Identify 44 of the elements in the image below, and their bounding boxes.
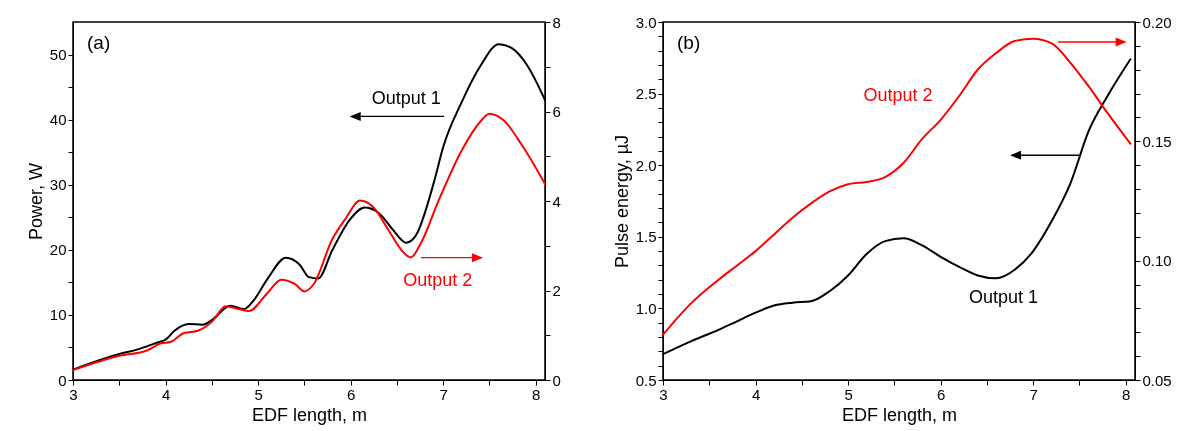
x-axis-title: EDF length, m [841,404,958,425]
y2-tick-label: 4 [552,192,561,210]
y2-tick-label: 0.10 [1142,252,1172,270]
y2-tick-label: 0.20 [1142,13,1172,31]
y-tick-label: 20 [49,241,67,259]
y-tick-label: 10 [49,306,67,324]
y2-tick-label: 2 [552,282,561,299]
series-label: Output 2 [863,85,933,106]
x-tick-label: 8 [1122,385,1131,403]
x-tick-label: 7 [1029,385,1038,403]
annotation: (a) [87,32,111,53]
line-series [72,112,546,372]
y-axis-title: Pulse energy, µJ [611,134,632,269]
y-tick-label: 2.0 [635,156,657,174]
x-tick-label: 6 [346,385,356,403]
x-tick-label: 4 [161,385,171,403]
x-tick-label: 7 [439,385,448,403]
legend-label: Output 2 [403,270,473,291]
series-label: Output 1 [371,87,441,108]
x-tick-label: 5 [844,385,853,403]
y-tick-label: 40 [49,111,67,129]
y2-tick-label: 0 [552,371,561,389]
x-tick-label: 3 [659,385,668,403]
y2-tick-label: 8 [552,13,561,31]
x-axis-title: EDF length, m [251,404,368,425]
x-tick-label: 8 [532,385,541,403]
y-tick-label: 50 [49,46,67,64]
x-tick-label: 6 [936,385,946,403]
x-tick-label: 4 [751,385,761,403]
y-axis-title: Power, W [25,162,46,241]
annotation: (b) [677,32,701,53]
y-tick-label: 1.5 [635,228,657,246]
x-tick-label: 5 [254,385,263,403]
x-tick-label: 3 [69,385,78,403]
series-label: Output 1 [969,287,1039,308]
y-tick-label: 3.0 [635,13,657,31]
y-tick-label: 0 [58,371,67,389]
y2-tick-label: 0.15 [1142,132,1172,150]
y-tick-label: 1.0 [635,299,657,317]
y-tick-label: 30 [49,176,67,194]
y2-tick-label: 0.05 [1142,371,1172,389]
y2-tick-label: 6 [552,103,561,120]
y-tick-label: 0.5 [635,371,657,389]
y-tick-label: 2.5 [635,85,657,103]
